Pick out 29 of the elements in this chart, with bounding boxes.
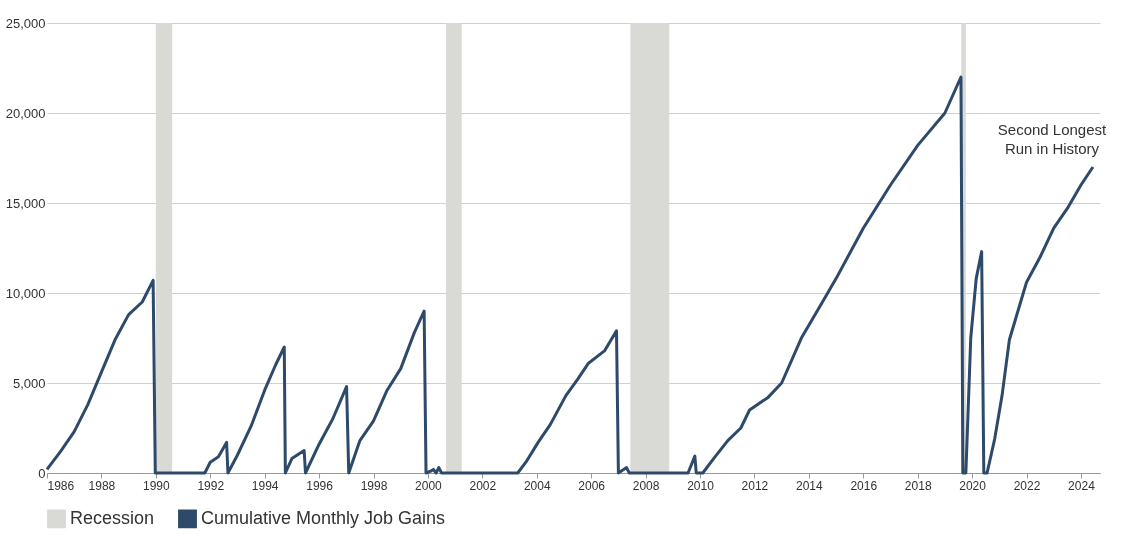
y-tick-label: 20,000 xyxy=(5,105,46,121)
x-tick-label: 2000 xyxy=(415,478,443,493)
x-tick-label: 2004 xyxy=(523,478,551,493)
x-tick-label: 2016 xyxy=(850,478,878,493)
legend-label: Recession xyxy=(70,507,155,528)
x-tick-label: 2010 xyxy=(687,478,715,493)
x-tick-label: 2024 xyxy=(1068,478,1096,493)
x-tick-label: 2020 xyxy=(959,478,987,493)
x-tick-label: 2006 xyxy=(578,478,606,493)
x-tick-label: 1986 xyxy=(47,478,75,493)
x-tick-label: 2008 xyxy=(632,478,660,493)
x-tick-label: 2018 xyxy=(904,478,932,493)
x-tick-label: 1990 xyxy=(142,478,171,493)
x-tick-label: 1996 xyxy=(306,478,334,493)
x-tick-label: 2012 xyxy=(741,478,769,493)
x-tick-label: 2022 xyxy=(1013,478,1041,493)
x-tick-label: 2002 xyxy=(469,478,497,493)
legend-label: Cumulative Monthly Job Gains xyxy=(201,507,446,528)
y-tick-label: 0 xyxy=(38,465,46,481)
x-tick-label: 1998 xyxy=(360,478,388,493)
y-tick-label: 25,000 xyxy=(5,15,46,31)
x-tick-label: 1994 xyxy=(251,478,279,493)
annotation: Second Longest Run in History xyxy=(997,121,1108,157)
y-tick-label: 15,000 xyxy=(5,195,46,211)
x-tick-label: 1988 xyxy=(88,478,116,493)
y-tick-label: 10,000 xyxy=(5,285,46,301)
y-tick-label: 5,000 xyxy=(12,375,46,391)
x-tick-label: 2014 xyxy=(796,478,824,493)
x-tick-label: 1992 xyxy=(197,478,225,493)
